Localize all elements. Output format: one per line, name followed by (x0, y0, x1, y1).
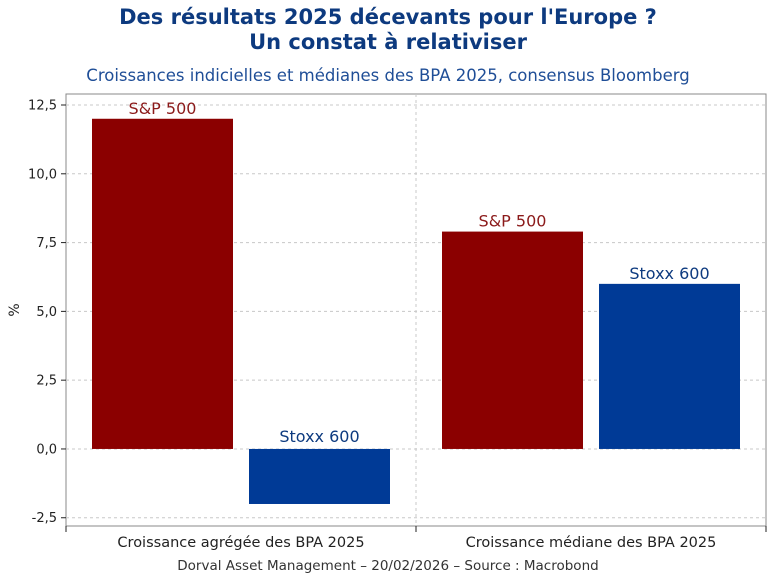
y-tick-label: 2,5 (36, 374, 57, 389)
chart-subtitle: Croissances indicielles et médianes des … (86, 66, 690, 85)
y-tick-label: 7,5 (36, 236, 57, 251)
bar-stoxx-600-1 (249, 448, 390, 504)
chart-title-line-2: Un constat à relativiser (249, 30, 527, 54)
chart-footer: Dorval Asset Management – 20/02/2026 – S… (177, 558, 599, 574)
x-category-label: Croissance médiane des BPA 2025 (466, 535, 717, 551)
y-tick-label: 12,5 (28, 99, 57, 114)
chart-title-line-1: Des résultats 2025 décevants pour l'Euro… (119, 5, 657, 29)
y-tick-label: 5,0 (36, 305, 57, 320)
bar-label-s-p-500: S&P 500 (479, 212, 547, 231)
x-category-label: Croissance agrégée des BPA 2025 (117, 535, 364, 551)
y-axis-label: % (7, 303, 23, 316)
bar-s-p-500-2 (442, 231, 583, 449)
bar-label-s-p-500: S&P 500 (129, 99, 197, 118)
bar-chart: -2,5 0,0 2,5 5,0 7,5 10,0 12,5 S&P 500 Stoxx 600… (7, 93, 767, 551)
bar-stoxx-600-2 (599, 283, 740, 449)
y-tick-label: 0,0 (36, 442, 57, 457)
bar-label-stoxx-600: Stoxx 600 (279, 427, 359, 446)
y-tick-label: -2,5 (32, 511, 57, 526)
bar-s-p-500-1 (92, 118, 233, 449)
y-tick-label: 10,0 (28, 167, 57, 182)
bar-label-stoxx-600: Stoxx 600 (629, 264, 709, 283)
